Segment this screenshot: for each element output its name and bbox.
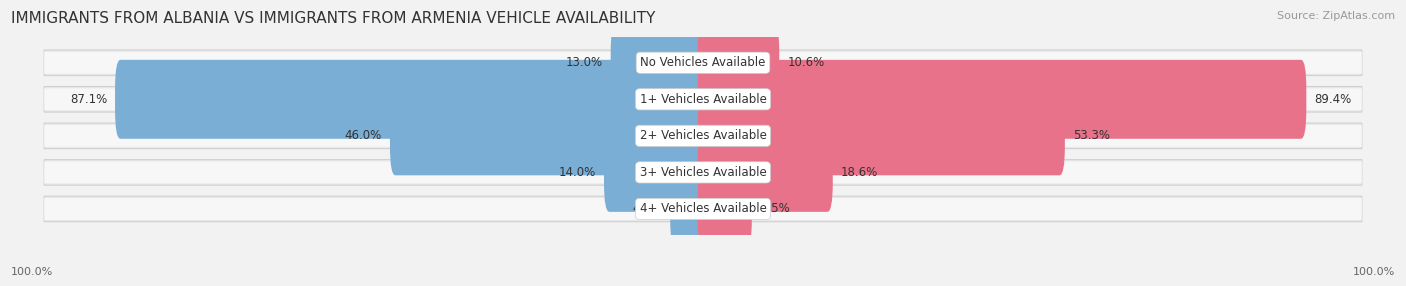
FancyBboxPatch shape bbox=[44, 161, 1362, 183]
FancyBboxPatch shape bbox=[389, 96, 709, 175]
FancyBboxPatch shape bbox=[44, 198, 1362, 220]
Text: 3+ Vehicles Available: 3+ Vehicles Available bbox=[640, 166, 766, 179]
FancyBboxPatch shape bbox=[44, 160, 1362, 185]
FancyBboxPatch shape bbox=[44, 88, 1362, 110]
Text: 89.4%: 89.4% bbox=[1315, 93, 1351, 106]
FancyBboxPatch shape bbox=[697, 133, 832, 212]
FancyBboxPatch shape bbox=[44, 52, 1362, 74]
FancyBboxPatch shape bbox=[44, 50, 1362, 76]
Text: 87.1%: 87.1% bbox=[70, 93, 107, 106]
Text: 4.1%: 4.1% bbox=[633, 202, 662, 215]
FancyBboxPatch shape bbox=[610, 23, 709, 102]
Text: IMMIGRANTS FROM ALBANIA VS IMMIGRANTS FROM ARMENIA VEHICLE AVAILABILITY: IMMIGRANTS FROM ALBANIA VS IMMIGRANTS FR… bbox=[11, 11, 655, 26]
FancyBboxPatch shape bbox=[44, 123, 1362, 149]
Text: 13.0%: 13.0% bbox=[565, 56, 603, 69]
FancyBboxPatch shape bbox=[44, 196, 1362, 222]
FancyBboxPatch shape bbox=[605, 133, 709, 212]
FancyBboxPatch shape bbox=[671, 170, 709, 249]
Text: 1+ Vehicles Available: 1+ Vehicles Available bbox=[640, 93, 766, 106]
FancyBboxPatch shape bbox=[697, 23, 779, 102]
Text: 53.3%: 53.3% bbox=[1073, 129, 1109, 142]
Text: 10.6%: 10.6% bbox=[787, 56, 824, 69]
FancyBboxPatch shape bbox=[44, 87, 1362, 112]
Text: 100.0%: 100.0% bbox=[11, 267, 53, 277]
Text: Source: ZipAtlas.com: Source: ZipAtlas.com bbox=[1277, 11, 1395, 21]
Text: 4+ Vehicles Available: 4+ Vehicles Available bbox=[640, 202, 766, 215]
Text: 18.6%: 18.6% bbox=[841, 166, 877, 179]
Text: 2+ Vehicles Available: 2+ Vehicles Available bbox=[640, 129, 766, 142]
FancyBboxPatch shape bbox=[44, 125, 1362, 147]
Text: 100.0%: 100.0% bbox=[1353, 267, 1395, 277]
Text: 6.5%: 6.5% bbox=[759, 202, 790, 215]
Text: 46.0%: 46.0% bbox=[344, 129, 382, 142]
FancyBboxPatch shape bbox=[697, 96, 1064, 175]
FancyBboxPatch shape bbox=[697, 170, 752, 249]
Text: No Vehicles Available: No Vehicles Available bbox=[640, 56, 766, 69]
FancyBboxPatch shape bbox=[115, 60, 709, 139]
FancyBboxPatch shape bbox=[697, 60, 1306, 139]
Text: 14.0%: 14.0% bbox=[558, 166, 596, 179]
